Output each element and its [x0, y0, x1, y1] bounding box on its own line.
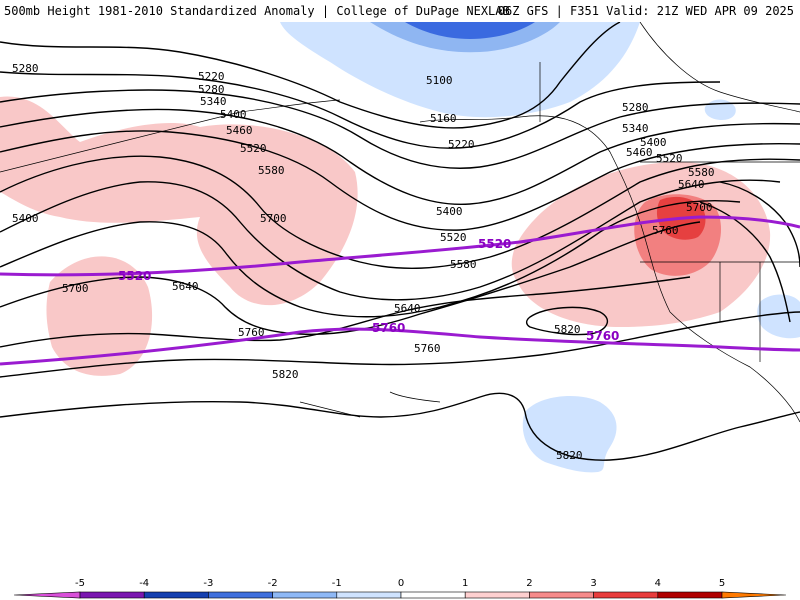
colorbar-tick-label: 2: [526, 578, 532, 589]
contour-label: 5280: [198, 83, 225, 96]
colorbar-tick-label: -5: [75, 578, 85, 589]
contour-line: [0, 22, 621, 129]
contour-label: 5520: [240, 142, 267, 155]
contour-label: 5400: [12, 212, 39, 225]
contour-label: 5640: [172, 280, 199, 293]
colorbar-segment: [721, 591, 787, 599]
contour-label: 5760: [652, 224, 679, 237]
contour-label: 5640: [394, 302, 421, 315]
negative-anomaly-area: [704, 99, 736, 120]
contour-label: 5160: [430, 112, 457, 125]
contour-5760-label: 5760: [372, 321, 405, 335]
model-run-info: 06Z GFS | F351 Valid: 21Z WED APR 09 202…: [497, 4, 794, 18]
highlighted-contours: [0, 215, 800, 366]
contour-label: 5340: [200, 95, 227, 108]
contour-label: 5640: [678, 178, 705, 191]
contour-line: [0, 179, 781, 301]
anomaly-colorbar: -5 -4 -3 -2 -1 0 1 2 3 4 5: [13, 578, 787, 599]
colorbar-tick-label: -1: [332, 578, 342, 589]
contour-label: 5400: [220, 108, 247, 121]
map-title: 500mb Height 1981-2010 Standardized Anom…: [4, 4, 510, 18]
contour-line: [525, 306, 609, 336]
negative-anomaly-area: [280, 22, 640, 118]
contour-label: 5580: [258, 164, 285, 177]
contour-label: 5220: [198, 70, 225, 83]
contour-label: 5280: [12, 62, 39, 75]
contour-label: 5100: [426, 74, 453, 87]
colorbar-segment: [529, 591, 594, 599]
highlighted-contour-labels: 5520 5520 5760 5760: [118, 237, 619, 343]
contour-label: 5580: [450, 258, 477, 271]
contour-5760-highlight: [0, 327, 800, 366]
contour-label: 5520: [656, 152, 683, 165]
colorbar-tick-label: 1: [462, 578, 468, 589]
contour-label: 5520: [440, 231, 467, 244]
contour-line: [0, 130, 800, 231]
contour-label: 5220: [448, 138, 475, 151]
colorbar-tick-label: -4: [139, 578, 149, 589]
contour-label: 5820: [272, 368, 299, 381]
colorbar-segment: [143, 591, 209, 599]
contour-label: 5340: [622, 122, 649, 135]
contour-line: [0, 221, 701, 335]
contour-label: 5460: [226, 124, 253, 137]
negative-anomaly-area: [757, 294, 800, 339]
colorbar-segment: [272, 591, 338, 599]
colorbar-tick-label: 3: [590, 578, 596, 589]
contour-line: [0, 200, 741, 318]
height-anomaly-map: 5280 5220 5280 5340 5400 5460 5520 5580 …: [0, 22, 800, 473]
colorbar-tick-label: 0: [398, 578, 404, 589]
colorbar-segment: [464, 591, 530, 599]
colorbar-segment: [400, 591, 466, 599]
anomaly-shading: [0, 22, 800, 473]
contour-line: [699, 201, 791, 323]
positive-anomaly-area: [46, 256, 153, 376]
colorbar-segment: [79, 591, 145, 599]
colorbar-tick-label: -2: [268, 578, 278, 589]
colorbar-segment: [336, 591, 402, 599]
contour-line: [0, 155, 800, 270]
contour-label: 5400: [436, 205, 463, 218]
positive-anomaly-area: [0, 96, 358, 306]
map-header: 500mb Height 1981-2010 Standardized Anom…: [0, 0, 800, 22]
contour-line: [0, 311, 800, 378]
contour-line: [0, 89, 800, 169]
contour-5520-label: 5520: [118, 269, 151, 283]
colorbar-tick-label: 4: [655, 578, 661, 589]
contour-label: 5760: [414, 342, 441, 355]
contour-label: 5700: [260, 212, 287, 225]
contour-5520-highlight: [0, 215, 800, 277]
colorbar-tick-label: -3: [203, 578, 213, 589]
colorbar-segment: [13, 591, 81, 599]
contour-line: [0, 108, 800, 206]
contour-label: 5460: [626, 146, 653, 159]
contour-line: [0, 71, 721, 149]
colorbar-segment: [208, 591, 273, 599]
contour-label: 5820: [554, 323, 581, 336]
contour-label: 5400: [640, 136, 667, 149]
negative-anomaly-area: [522, 396, 617, 473]
colorbar-segment: [593, 591, 659, 599]
contour-label: 5580: [688, 166, 715, 179]
negative-anomaly-max: [405, 22, 535, 39]
contour-line: [0, 392, 800, 461]
contour-label: 5700: [686, 201, 713, 214]
contour-label: 5280: [622, 101, 649, 114]
contour-line: [719, 181, 800, 268]
colorbar-tick-label: 5: [719, 578, 725, 589]
contour-label: 5760: [238, 326, 265, 339]
colorbar-segment: [657, 591, 723, 599]
contour-label: 5700: [62, 282, 89, 295]
height-contours: [0, 22, 800, 461]
contour-5760-label: 5760: [586, 329, 619, 343]
contour-5520-label: 5520: [478, 237, 511, 251]
contour-label: 5820: [556, 449, 583, 462]
contour-labels: 5280 5220 5280 5340 5400 5460 5520 5580 …: [12, 62, 715, 462]
